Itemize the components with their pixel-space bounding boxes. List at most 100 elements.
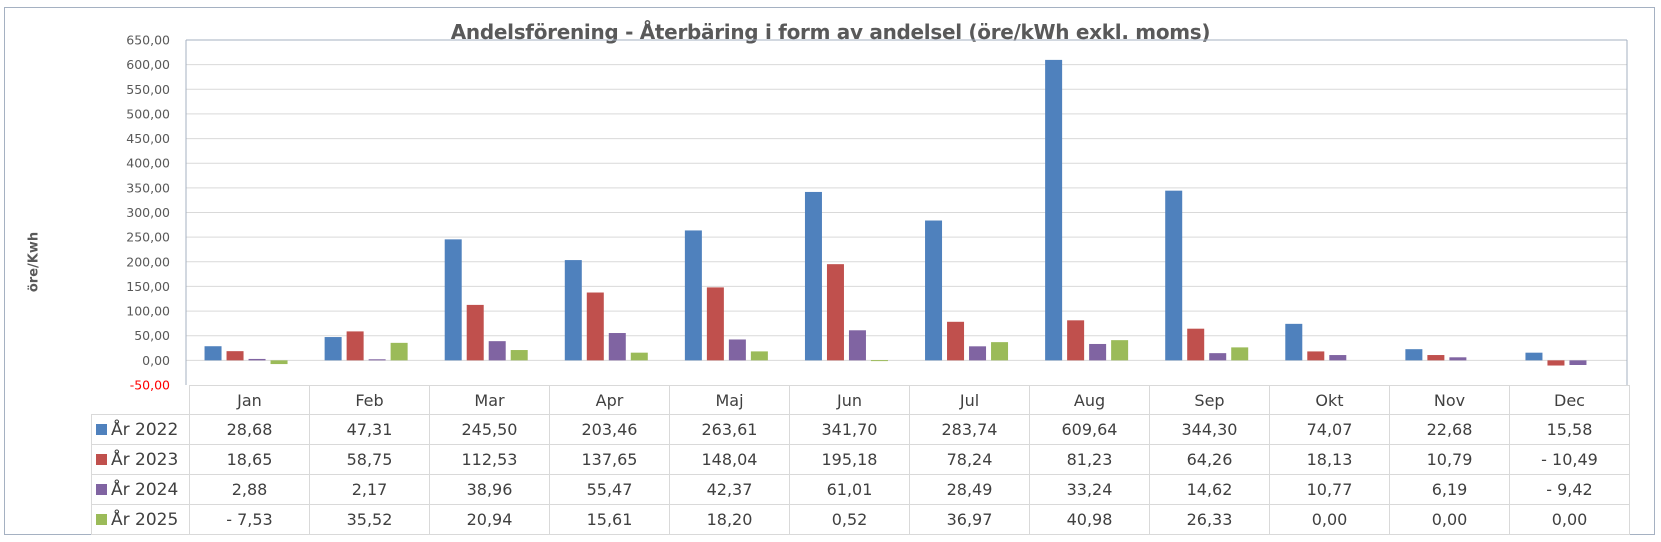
category-label: Feb [309,385,430,415]
data-label: 74,07 [1269,414,1390,445]
data-label: 283,74 [909,414,1030,445]
data-label: 18,65 [189,444,310,475]
y-tick-label: 450,00 [126,131,170,146]
y-tick-label: 400,00 [126,156,170,171]
data-label: 78,24 [909,444,1030,475]
legend-entry: År 2023 [91,444,190,475]
legend-entry: År 2022 [91,414,190,445]
bar-år-2023-apr [586,292,604,361]
bar-år-2022-jun [804,191,822,361]
bar-år-2022-maj [684,230,702,361]
bar-år-2024-jan [248,358,266,361]
y-tick-label: 550,00 [126,82,170,97]
bar-år-2024-aug [1089,343,1107,361]
data-label: 10,79 [1389,444,1510,475]
data-label: 35,52 [309,504,430,535]
data-label: - 9,42 [1509,474,1630,505]
y-tick-label: 100,00 [126,304,170,319]
y-tick-label: 300,00 [126,205,170,220]
data-label: 22,68 [1389,414,1510,445]
data-label: 137,65 [549,444,670,475]
data-label: 40,98 [1029,504,1150,535]
category-label: Jun [789,385,910,415]
data-label: 0,00 [1269,504,1390,535]
data-label: 112,53 [429,444,550,475]
bar-år-2022-apr [564,260,582,361]
data-label: 58,75 [309,444,430,475]
data-table: Jan Feb Mar Apr Maj Jun Jul Aug Sep Okt Nov Dec År 2… [91,385,1630,535]
data-label: 15,61 [549,504,670,535]
data-label: 28,49 [909,474,1030,505]
category-label: Nov [1389,385,1510,415]
bar-år-2023-mar [466,304,484,361]
bar-år-2023-jan [226,351,244,361]
data-label: 64,26 [1149,444,1270,475]
legend-label: År 2025 [111,509,179,530]
bar-år-2022-aug [1045,59,1063,361]
data-label: 2,17 [309,474,430,505]
data-label: 148,04 [669,444,790,475]
category-label: Mar [429,385,550,415]
category-label: Jul [909,385,1030,415]
bar-år-2023-jul [947,321,965,361]
data-label: 245,50 [429,414,550,445]
y-tick-label: 500,00 [126,106,170,121]
category-label: Jan [189,385,310,415]
y-tick-label: 200,00 [126,254,170,269]
bar-år-2022-nov [1405,349,1423,361]
bar-år-2025-sep [1231,347,1249,361]
legend-entry: År 2024 [91,474,190,505]
y-tick-label: 0,00 [142,353,170,368]
data-label: 26,33 [1149,504,1270,535]
data-label: 344,30 [1149,414,1270,445]
data-label: 6,19 [1389,474,1510,505]
data-label: 28,68 [189,414,310,445]
legend-swatch-icon [96,453,107,465]
bar-år-2022-dec [1525,352,1543,361]
bar-år-2024-maj [728,339,746,361]
table-row: År 2025 - 7,53 35,52 20,94 15,61 18,20 0,52 36,… [91,504,1630,535]
bar-år-2025-mar [510,350,528,361]
data-label: 10,77 [1269,474,1390,505]
y-tick-label: 150,00 [126,279,170,294]
table-header-row: Jan Feb Mar Apr Maj Jun Jul Aug Sep Okt Nov Dec [92,385,1630,415]
bar-år-2022-jan [204,346,222,361]
data-label: 203,46 [549,414,670,445]
bar-år-2023-sep [1187,328,1205,361]
bar-år-2023-dec [1547,360,1565,366]
data-label: 33,24 [1029,474,1150,505]
bar-år-2024-jul [969,346,987,361]
category-label: Aug [1029,385,1150,415]
legend-label: År 2024 [111,479,179,500]
bar-år-2023-nov [1427,355,1445,361]
bar-år-2023-jun [826,264,844,361]
bar-år-2025-aug [1111,340,1129,361]
legend-swatch-icon [96,483,107,495]
data-label: 55,47 [549,474,670,505]
y-tick-label: -50,00 [130,378,170,393]
category-label: Sep [1149,385,1270,415]
data-label: 42,37 [669,474,790,505]
bar-år-2023-feb [346,331,364,361]
bar-år-2022-feb [324,337,342,361]
bar-år-2025-maj [750,351,768,361]
legend-entry: År 2025 [91,504,190,535]
legend-swatch-icon [96,513,107,525]
legend-label: År 2023 [111,449,179,470]
category-label: Apr [549,385,670,415]
bar-år-2022-sep [1165,190,1183,361]
data-label: 38,96 [429,474,550,505]
data-label: 195,18 [789,444,910,475]
table-row: År 2022 28,68 47,31 245,50 203,46 263,61 341,7… [91,414,1630,445]
bar-år-2024-dec [1569,360,1587,365]
table-row: År 2024 2,88 2,17 38,96 55,47 42,37 61,01 28,49… [91,474,1630,505]
data-label: 18,20 [669,504,790,535]
data-label: 263,61 [669,414,790,445]
bar-år-2025-apr [630,352,648,361]
data-label: 15,58 [1509,414,1630,445]
data-label: 341,70 [789,414,910,445]
bar-år-2023-aug [1067,320,1085,361]
data-label: 36,97 [909,504,1030,535]
category-label: Okt [1269,385,1390,415]
